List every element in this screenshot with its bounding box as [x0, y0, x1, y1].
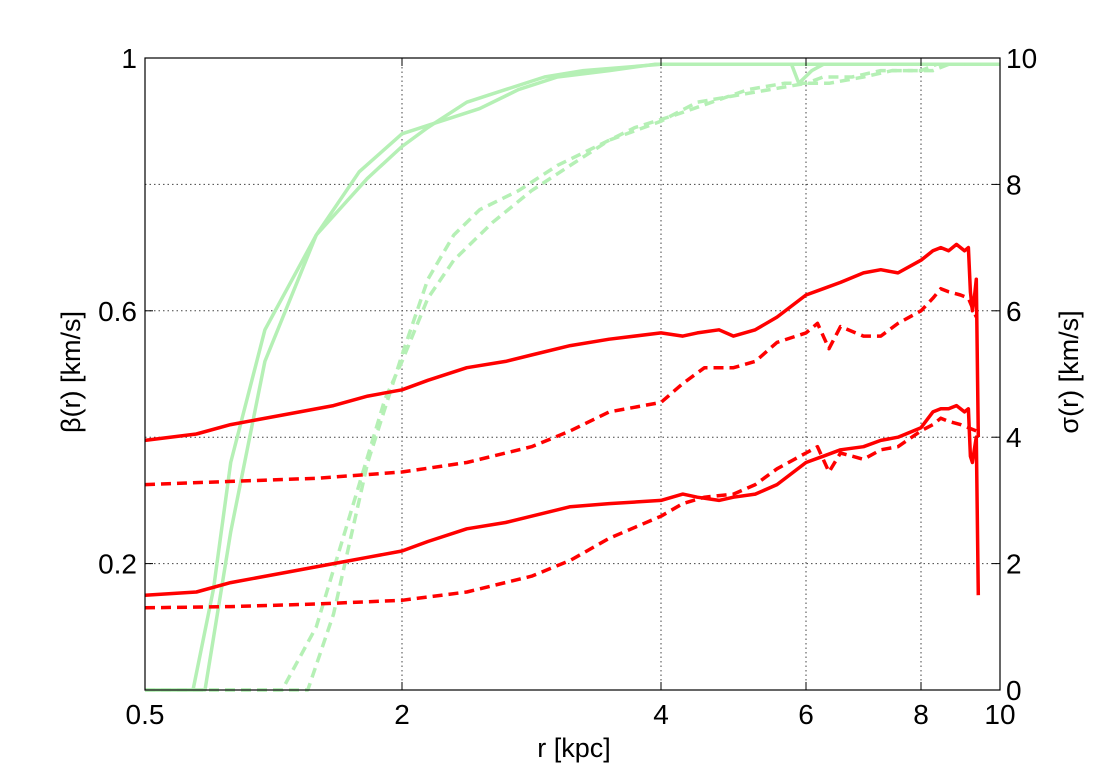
- x-tick-label: 2: [394, 699, 410, 730]
- sigma-series-line: [144, 286, 978, 487]
- grid-lines: [145, 58, 1000, 690]
- beta-series-line: [145, 62, 1000, 692]
- sigma-series-line: [144, 416, 977, 610]
- x-tick-label: 8: [913, 699, 929, 730]
- y-right-tick-label: 6: [1006, 296, 1022, 327]
- axis-ticks: 0.5 2 4 6 8 10 10 8 6 4 2 0 1 0.6 0.2: [98, 43, 1037, 730]
- y-right-tick-label: 4: [1006, 422, 1022, 453]
- x-tick-label: 10: [984, 699, 1015, 730]
- y-axis-label-right: σ(r) [km/s]: [1054, 310, 1084, 433]
- y-left-tick-label: 0.2: [98, 549, 137, 580]
- x-axis-label: r [kpc]: [537, 733, 611, 763]
- x-tick-label: 6: [798, 699, 814, 730]
- y-axis-label-left: β(r) [km/s]: [56, 311, 86, 433]
- y-right-tick-label: 10: [1006, 43, 1037, 74]
- series-lines: [144, 62, 1000, 692]
- sigma-series-line: [144, 242, 981, 443]
- x-tick-label: 4: [653, 699, 669, 730]
- beta-series-line: [145, 62, 1000, 692]
- y-left-tick-label: 1: [121, 43, 137, 74]
- y-right-tick-label: 0: [1006, 675, 1022, 706]
- y-left-tick-label: 0.6: [98, 296, 137, 327]
- sigma-series-line: [144, 403, 981, 597]
- plot-frame: [144, 57, 1001, 691]
- y-right-tick-label: 8: [1006, 169, 1022, 200]
- y-right-tick-label: 2: [1006, 549, 1022, 580]
- x-tick-label: 0.5: [126, 699, 165, 730]
